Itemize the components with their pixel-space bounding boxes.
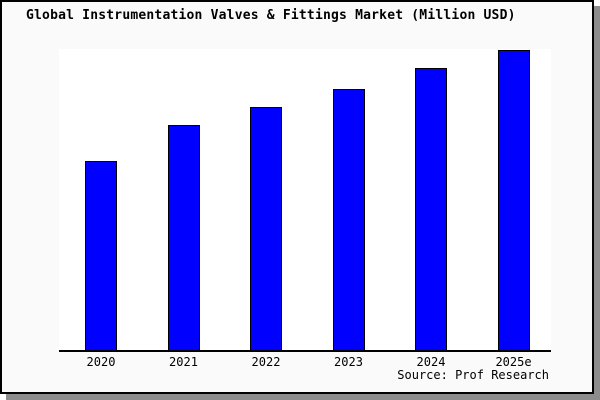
bar-2020 <box>85 161 117 350</box>
bar-2025e <box>497 50 530 350</box>
bar-2022 <box>250 107 282 350</box>
x-tick-label-2024: 2024 <box>416 355 446 369</box>
source-attribution: Source: Prof Research <box>397 368 549 382</box>
chart-title: Global Instrumentation Valves & Fittings… <box>26 8 516 23</box>
x-tick-label-2020: 2020 <box>86 355 116 369</box>
x-tick-label-2021: 2021 <box>169 355 198 369</box>
x-tick-label-2023: 2023 <box>334 355 363 369</box>
plot-area <box>59 49 551 352</box>
x-tick-label-2022: 2022 <box>251 355 281 369</box>
bar-2024 <box>415 68 447 350</box>
chart-figure: Global Instrumentation Valves & Fittings… <box>2 2 592 392</box>
bar-2023 <box>332 89 365 350</box>
x-tick-label-2025e: 2025e <box>495 355 532 369</box>
chart-figure-frame: Global Instrumentation Valves & Fittings… <box>0 0 594 394</box>
bar-2021 <box>167 125 200 350</box>
